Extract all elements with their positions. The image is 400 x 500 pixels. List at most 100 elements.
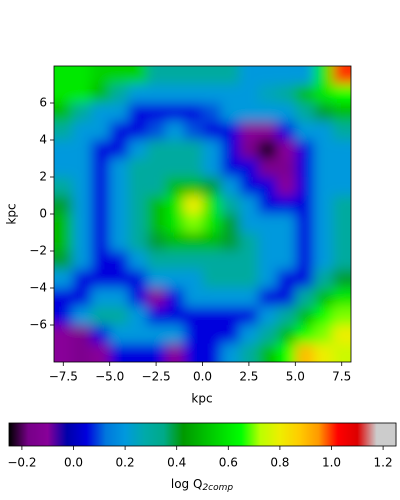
heatmap-cell bbox=[54, 269, 74, 289]
colorbar-swatch bbox=[310, 423, 312, 446]
y-tick-label: 4 bbox=[39, 133, 47, 147]
heatmap-cell bbox=[313, 195, 333, 215]
colorbar-swatch bbox=[181, 423, 183, 446]
colorbar-swatch bbox=[221, 423, 223, 446]
heatmap-cell bbox=[221, 66, 241, 85]
colorbar-swatch bbox=[189, 423, 191, 446]
colorbar-swatch bbox=[144, 423, 146, 446]
colorbar-swatch bbox=[122, 423, 124, 446]
colorbar-swatch bbox=[231, 423, 233, 446]
colorbar-swatch bbox=[355, 423, 357, 446]
colorbar-swatch bbox=[265, 423, 267, 446]
colorbar-swatch bbox=[146, 423, 148, 446]
colorbar-swatch bbox=[35, 423, 37, 446]
colorbar-swatch bbox=[100, 423, 102, 446]
colorbar-swatch bbox=[150, 423, 152, 446]
colorbar-swatch bbox=[304, 423, 306, 446]
heatmap-cell bbox=[183, 103, 203, 122]
heatmap-cell bbox=[202, 177, 222, 196]
heatmap-cell bbox=[109, 177, 129, 196]
colorbar-swatch bbox=[335, 423, 337, 446]
heatmap-cell bbox=[165, 325, 185, 344]
colorbar-swatch bbox=[67, 423, 69, 446]
heatmap-cell bbox=[183, 214, 203, 233]
colorbar-swatch bbox=[85, 423, 87, 446]
heatmap-cell bbox=[165, 66, 185, 85]
colorbar-swatch bbox=[204, 423, 206, 446]
heatmap-cell bbox=[276, 121, 296, 141]
heatmap-cell bbox=[54, 343, 74, 362]
heatmap-cell bbox=[165, 343, 185, 362]
colorbar-swatch bbox=[63, 423, 65, 446]
colorbar-swatch bbox=[60, 423, 62, 446]
heatmap-cell bbox=[295, 325, 315, 344]
heatmap-cell bbox=[183, 232, 203, 252]
colorbar-swatch bbox=[295, 423, 297, 446]
colorbar-swatch bbox=[48, 423, 50, 446]
colorbar-swatch bbox=[24, 423, 26, 446]
heatmap-cell bbox=[221, 269, 241, 289]
heatmap-cell bbox=[295, 84, 315, 104]
heatmap-cell bbox=[183, 269, 203, 289]
heatmap-cell bbox=[72, 288, 92, 307]
heatmap-cell bbox=[165, 232, 185, 252]
colorbar-swatch bbox=[375, 423, 377, 446]
colorbar-swatch bbox=[93, 423, 95, 446]
colorbar-swatch bbox=[203, 423, 205, 446]
colorbar-swatch bbox=[69, 423, 71, 446]
heatmap-cell bbox=[146, 84, 166, 104]
colorbar-swatch bbox=[174, 423, 176, 446]
colorbar-swatch bbox=[169, 423, 171, 446]
colorbar-swatch bbox=[84, 423, 86, 446]
heatmap-cell bbox=[54, 195, 74, 215]
colorbar-swatch bbox=[243, 423, 245, 446]
heatmap-cell bbox=[91, 140, 111, 159]
colorbar-swatch bbox=[225, 423, 227, 446]
colorbar-swatch bbox=[347, 423, 349, 446]
colorbar-swatch bbox=[289, 423, 291, 446]
colorbar-swatch bbox=[233, 423, 235, 446]
heatmap-cell bbox=[91, 251, 111, 270]
colorbar-swatch bbox=[324, 423, 326, 446]
colorbar-swatch bbox=[350, 423, 352, 446]
heatmap-cell bbox=[221, 121, 241, 141]
colorbar-swatch bbox=[86, 423, 88, 446]
heatmap-cell bbox=[202, 288, 222, 307]
colorbar-tick-label: 0.2 bbox=[116, 456, 135, 470]
heatmap-cell bbox=[276, 177, 296, 196]
colorbar-swatch bbox=[34, 423, 36, 446]
colorbar-swatch bbox=[153, 423, 155, 446]
colorbar-swatch bbox=[383, 423, 385, 446]
heatmap-cell bbox=[165, 269, 185, 289]
heatmap-cell bbox=[332, 325, 351, 344]
colorbar-swatch bbox=[99, 423, 101, 446]
heatmap-cell bbox=[295, 177, 315, 196]
colorbar-swatch bbox=[137, 423, 139, 446]
colorbar-swatch bbox=[130, 423, 132, 446]
heatmap-cell bbox=[239, 158, 259, 178]
colorbar-swatch bbox=[138, 423, 140, 446]
colorbar-swatch bbox=[269, 423, 271, 446]
colorbar-swatch bbox=[188, 423, 190, 446]
heatmap-cell bbox=[239, 177, 259, 196]
colorbar-swatch bbox=[53, 423, 55, 446]
heatmap-cell bbox=[109, 343, 129, 362]
colorbar-swatch bbox=[326, 423, 328, 446]
colorbar-swatch bbox=[213, 423, 215, 446]
heatmap-cell bbox=[91, 103, 111, 122]
heatmap-cell bbox=[128, 269, 148, 289]
heatmap-cell bbox=[165, 121, 185, 141]
colorbar-swatch bbox=[49, 423, 51, 446]
colorbar-swatch bbox=[59, 423, 61, 446]
colorbar-swatch bbox=[380, 423, 382, 446]
colorbar-swatch bbox=[152, 423, 154, 446]
colorbar-swatch bbox=[262, 423, 264, 446]
colorbar-swatch bbox=[241, 423, 243, 446]
heatmap-cell bbox=[72, 251, 92, 270]
heatmap-cell bbox=[221, 232, 241, 252]
colorbar-swatch bbox=[134, 423, 136, 446]
heatmap-cell bbox=[183, 343, 203, 362]
colorbar-swatch bbox=[315, 423, 317, 446]
heatmap-cell bbox=[276, 343, 296, 362]
heatmap-cell bbox=[332, 214, 351, 233]
